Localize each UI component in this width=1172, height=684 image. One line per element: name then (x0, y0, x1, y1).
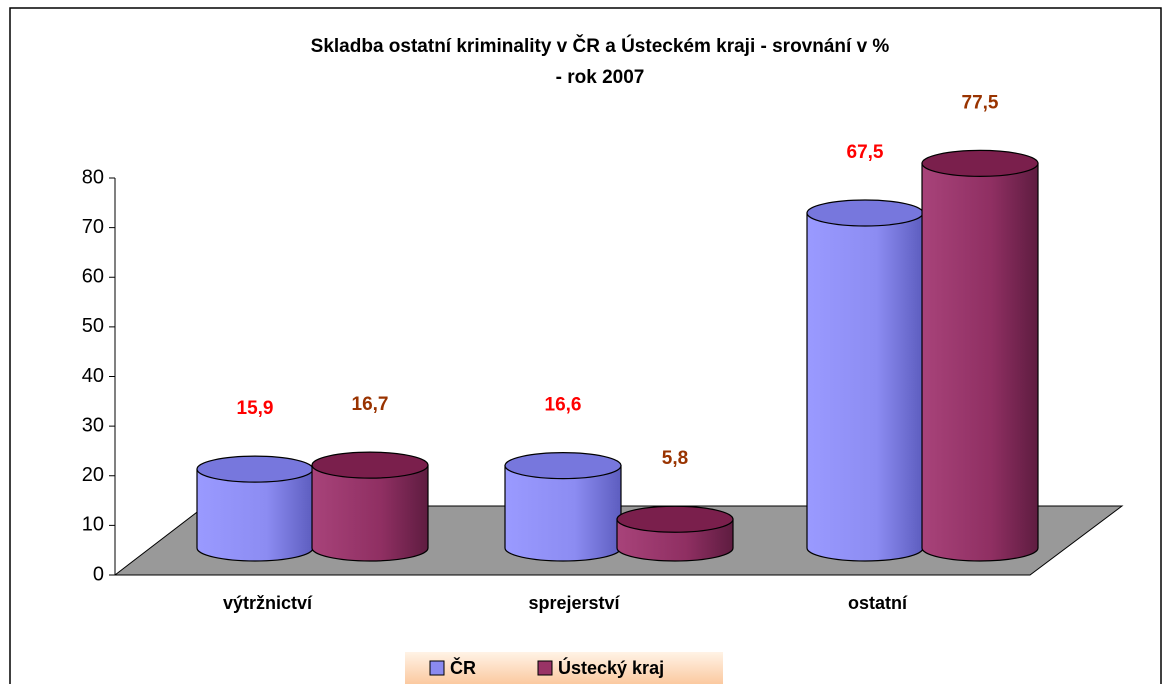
bar (311, 451, 429, 562)
bar (196, 455, 314, 562)
legend-label: ČR (450, 657, 476, 678)
chart-title: - rok 2007 (556, 67, 645, 88)
legend-swatch (429, 660, 445, 676)
y-tick-label: 20 (82, 464, 104, 486)
bar (806, 199, 924, 562)
bar (921, 149, 1039, 562)
y-tick-label: 80 (82, 166, 104, 188)
legend-swatch (537, 660, 553, 676)
bar (504, 452, 622, 562)
x-tick-label: ostatní (848, 593, 908, 613)
chart-title: Skladba ostatní kriminality v ČR a Ústec… (311, 35, 890, 57)
y-tick-label: 0 (93, 563, 104, 585)
x-tick-label: výtržnictví (223, 593, 313, 613)
y-tick-label: 70 (82, 216, 104, 238)
data-label: 77,5 (962, 92, 999, 113)
y-tick-label: 40 (82, 365, 104, 387)
data-label: 16,7 (352, 394, 389, 415)
x-tick-label: sprejerství (528, 593, 620, 613)
legend (405, 652, 723, 684)
y-tick-label: 10 (82, 514, 104, 536)
data-label: 5,8 (662, 448, 688, 469)
y-tick-label: 50 (82, 315, 104, 337)
y-tick-label: 30 (82, 414, 104, 436)
data-label: 15,9 (237, 398, 274, 419)
bar (616, 505, 734, 562)
y-tick-label: 60 (82, 266, 104, 288)
data-label: 67,5 (847, 142, 884, 163)
legend-label: Ústecký kraj (558, 657, 664, 678)
data-label: 16,6 (545, 395, 582, 416)
